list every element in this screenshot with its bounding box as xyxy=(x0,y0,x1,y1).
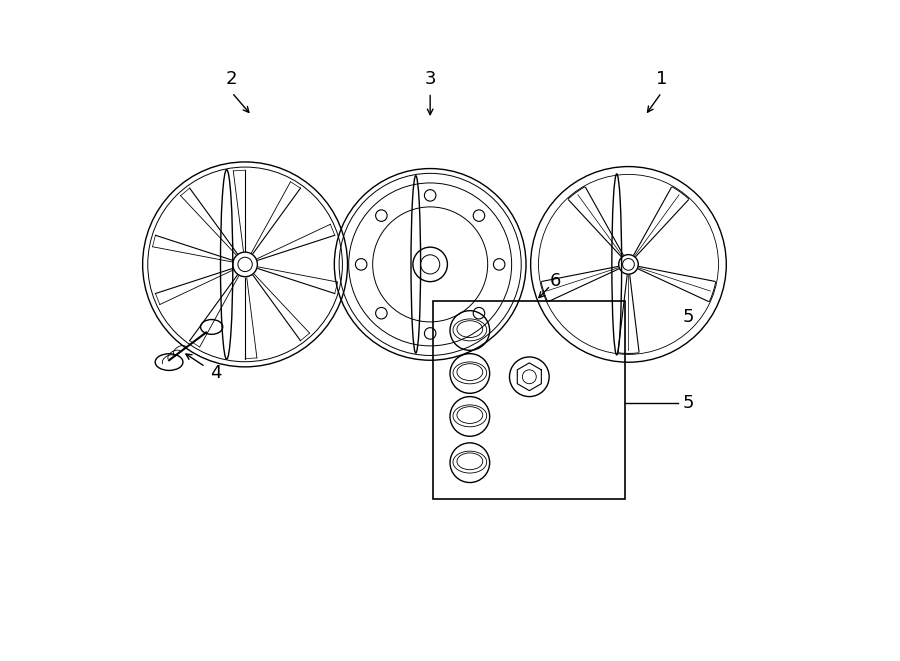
Text: 5: 5 xyxy=(682,394,694,412)
Text: 1: 1 xyxy=(656,70,667,89)
Text: 6: 6 xyxy=(550,272,562,290)
Bar xyxy=(434,301,626,499)
Text: 5: 5 xyxy=(682,308,694,327)
Text: 2: 2 xyxy=(226,70,238,89)
Text: 4: 4 xyxy=(210,364,221,383)
Text: 3: 3 xyxy=(425,70,436,89)
